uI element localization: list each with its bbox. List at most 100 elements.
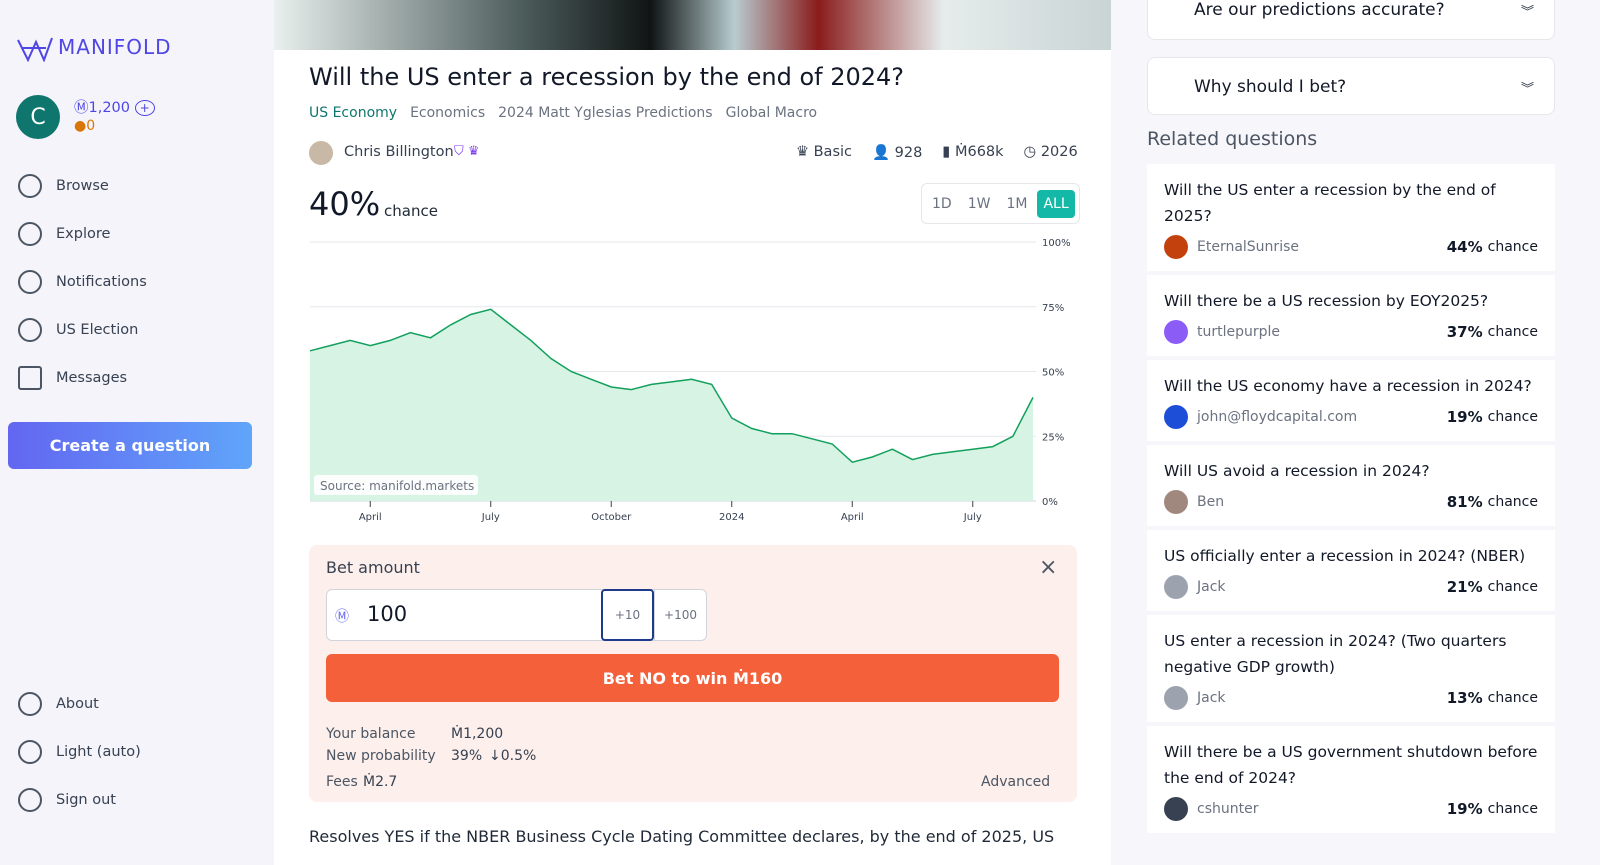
related-author: cshunter (1197, 801, 1259, 817)
author-avatar (1164, 320, 1188, 344)
source-label: Source: manifold.markets (320, 479, 474, 493)
nav-item[interactable]: Browse (18, 174, 109, 198)
related-prob-label: chance (1487, 801, 1538, 817)
related-item[interactable]: Will the US enter a recession by the end… (1147, 164, 1555, 271)
nav-item[interactable]: Explore (18, 222, 110, 246)
related-probability: 37% (1446, 323, 1483, 341)
related-question: Will the US enter a recession by the end… (1164, 181, 1496, 225)
related-prob-label: chance (1487, 579, 1538, 595)
nav-label: Notifications (56, 274, 147, 290)
related-question: Will US avoid a recession in 2024? (1164, 462, 1430, 480)
x-tick-label: October (591, 512, 632, 523)
related-meta: Jack 13% chance (1164, 686, 1538, 710)
nav-icon (18, 692, 42, 716)
add-funds[interactable]: + (134, 100, 155, 116)
range-button[interactable]: 1W (967, 195, 991, 212)
related-item[interactable]: Will the US economy have a recession in … (1147, 360, 1555, 441)
related-author: Jack (1197, 579, 1226, 595)
increment-button[interactable]: +10 (601, 589, 654, 641)
accuracy-panel[interactable]: Are our predictions accurate? ︾ (1147, 0, 1555, 40)
traders-value: 928 (894, 145, 923, 161)
tag[interactable]: Economics (410, 105, 486, 121)
tag[interactable]: Global Macro (725, 105, 818, 121)
tag[interactable]: 2024 Matt Yglesias Predictions (498, 105, 713, 121)
nav-icon (18, 174, 42, 198)
nav-icon (18, 270, 42, 294)
y-tick-label: 50% (1042, 368, 1064, 379)
close-value: 2026 (1040, 144, 1078, 160)
create-button[interactable]: Create a question (8, 422, 252, 469)
related-title: Related questions (1147, 128, 1318, 150)
advanced-toggle[interactable]: Advanced (981, 774, 1051, 790)
nav-item[interactable]: Messages (18, 366, 127, 390)
fees-value: Ṁ2.7 (363, 774, 398, 790)
related-item[interactable]: Will US avoid a recession in 2024? Ben 81%… (1147, 445, 1555, 526)
related-question: US officially enter a recession in 2024?… (1164, 547, 1526, 565)
related-question: Will the US economy have a recession in … (1164, 377, 1532, 395)
author-avatar (1164, 405, 1188, 429)
tag[interactable]: US Economy (309, 105, 398, 121)
source-bg (314, 475, 478, 495)
x-tick-label: July (481, 512, 500, 523)
range-button[interactable]: 1D (932, 195, 952, 212)
related-meta: EternalSunrise 44% chance (1164, 235, 1538, 259)
y-tick-label: 0% (1042, 497, 1058, 508)
fees-label: Fees (326, 774, 358, 790)
related-author: turtlepurple (1197, 324, 1281, 340)
nav-label: Light (auto) (56, 744, 141, 760)
prob-change: ↓0.5% (489, 748, 537, 764)
related-probability: 44% (1446, 238, 1483, 256)
nav-label: Browse (56, 178, 109, 194)
volume-value: Ṁ668k (954, 144, 1004, 160)
range-button[interactable]: ALL (1037, 189, 1075, 218)
chart: 0% 25% 50% 75% 100% April July October 2024 April… (309, 238, 1071, 523)
related-item[interactable]: US officially enter a recession in 2024?… (1147, 530, 1555, 611)
related-question: US enter a recession in 2024? (Two quart… (1164, 632, 1507, 676)
logo[interactable]: MANIFOLD (58, 35, 172, 59)
related-probability: 19% (1446, 408, 1483, 426)
range-button[interactable]: 1M (1006, 195, 1028, 212)
probability-label: chance (384, 202, 438, 220)
tags: US Economy Economics 2024 Matt Yglesias Pr… (309, 102, 830, 121)
tier: ♛ Basic (796, 144, 852, 160)
author[interactable]: Chris Billington (344, 144, 454, 160)
nav-item[interactable]: Light (auto) (18, 740, 141, 764)
related-author: Jack (1197, 690, 1226, 706)
tier-value: Basic (813, 144, 852, 160)
author-avatar (1164, 490, 1188, 514)
bet-button[interactable]: Bet NO to win Ṁ160 (326, 654, 1059, 702)
chevron: ︾ (1521, 5, 1535, 20)
x-tick-label: July (963, 512, 982, 523)
area-fill (310, 309, 1033, 501)
related-prob-label: chance (1487, 324, 1538, 340)
description: Resolves YES if the NBER Business Cycle … (309, 827, 1055, 846)
avatar[interactable]: C (16, 95, 60, 139)
mana-icon: Ⓜ (335, 609, 349, 625)
related-meta: Jack 21% chance (1164, 575, 1538, 599)
author-avatar (1164, 575, 1188, 599)
market-stats: ♛ Basic 👤 928 ▮ Ṁ668k ◷ 2026 (796, 144, 1078, 161)
related-item[interactable]: US enter a recession in 2024? (Two quart… (1147, 615, 1555, 722)
nav-item[interactable]: US Election (18, 318, 138, 342)
nav-item[interactable]: Notifications (18, 270, 147, 294)
author-avatar (1164, 235, 1188, 259)
x-tick-label: 2024 (719, 512, 744, 523)
related-author: EternalSunrise (1197, 239, 1299, 255)
related-meta: turtlepurple 37% chance (1164, 320, 1538, 344)
related-prob-label: chance (1487, 409, 1538, 425)
related-item[interactable]: Will there be a US recession by EOY2025?… (1147, 275, 1555, 356)
author-avatar (1164, 686, 1188, 710)
close-button[interactable]: × (1039, 555, 1058, 580)
related-item[interactable]: Will there be a US government shutdown b… (1147, 726, 1555, 833)
nav-icon (18, 366, 42, 390)
why-bet-panel[interactable]: Why should I bet? ︾ (1147, 57, 1555, 115)
increment-button[interactable]: +100 (654, 589, 707, 641)
x-tick-label: April (841, 512, 864, 523)
related-probability: 21% (1446, 578, 1483, 596)
author-avatar (309, 141, 333, 165)
related-prob-label: chance (1487, 494, 1538, 510)
x-tick-label: April (359, 512, 382, 523)
nav-item[interactable]: About (18, 692, 99, 716)
nav-item[interactable]: Sign out (18, 788, 116, 812)
